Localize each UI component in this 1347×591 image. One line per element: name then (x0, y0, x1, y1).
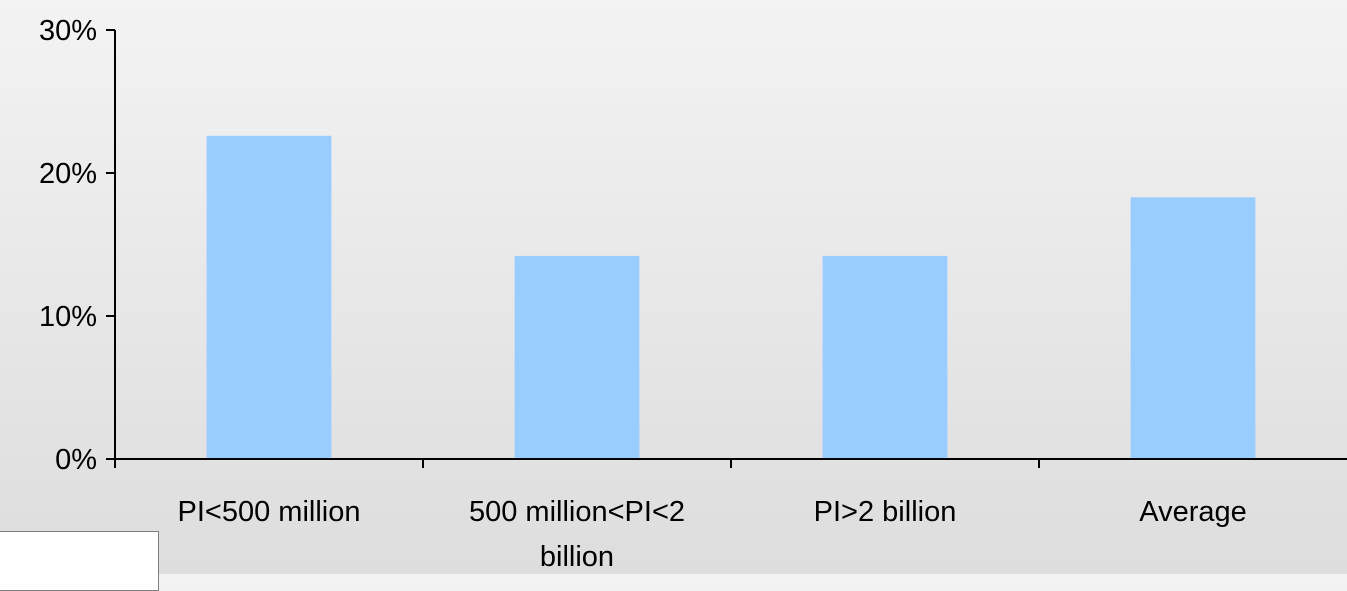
y-tick-labels: 0% 10% 20% 30% (39, 15, 97, 476)
bar-3 (1130, 197, 1256, 459)
bar-0 (206, 135, 332, 459)
bar-chart: 0% 10% 20% 30% PI<500 million 500 million<PI… (39, 15, 1347, 573)
y-tick-label-3: 30% (39, 15, 97, 47)
x-tick-label-2: PI>2 billion (814, 496, 957, 528)
chart-area: 0% 10% 20% 30% PI<500 million 500 million<PI… (0, 15, 1347, 591)
x-tick-label-0: PI<500 million (178, 496, 361, 528)
x-tick-label-1: 500 million<PI<2 billion (469, 496, 685, 573)
x-tick-labels: PI<500 million 500 million<PI<2 billion PI>… (178, 496, 1247, 573)
corner-box (0, 531, 159, 591)
y-tick-label-2: 20% (39, 158, 97, 190)
bars-layer (206, 135, 1256, 459)
bar-1 (514, 255, 640, 459)
bar-2 (822, 255, 948, 459)
y-tick-label-1: 10% (39, 301, 97, 333)
y-tick-label-0: 0% (55, 444, 97, 476)
x-tick-label-3: Average (1139, 496, 1247, 528)
axes-layer (106, 29, 1347, 468)
